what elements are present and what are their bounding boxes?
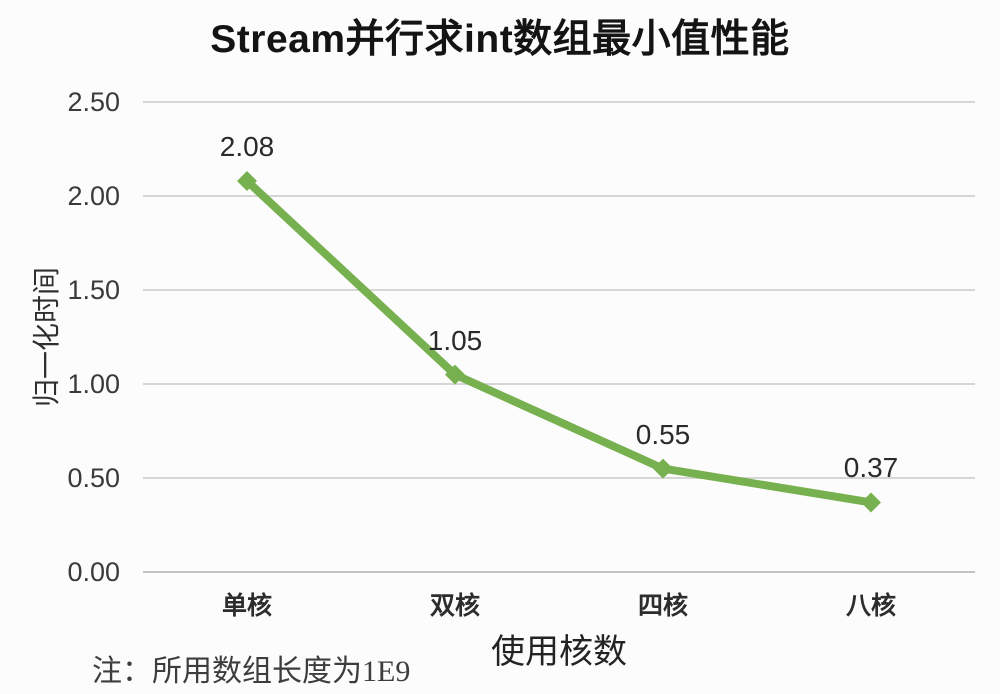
x-category-label: 八核: [845, 592, 896, 620]
data-point-label: 0.55: [635, 418, 691, 450]
series-line: [243, 176, 875, 507]
y-tick-label: 1.50: [67, 275, 120, 305]
footnote: 注：所用数组长度为1E9: [92, 655, 411, 688]
data-point-marker: [861, 492, 881, 513]
y-tick-label: 0.50: [67, 463, 120, 493]
y-tick-label: 2.00: [67, 181, 120, 211]
chart-title: Stream并行求int数组最小值性能: [210, 18, 790, 61]
x-axis-title: 使用核数: [491, 634, 627, 671]
data-point-marker: [653, 458, 673, 479]
data-point-marker: [237, 170, 257, 191]
x-category-label: 四核: [637, 592, 688, 620]
data-point-label: 1.05: [427, 324, 483, 356]
x-category-label: 双核: [429, 592, 480, 620]
data-point-label: 0.37: [843, 452, 899, 484]
x-category-label: 单核: [221, 592, 272, 620]
y-tick-label: 2.50: [67, 87, 120, 117]
y-tick-label: 0.00: [67, 557, 120, 587]
data-point-label: 2.08: [219, 130, 275, 162]
data-point-marker: [445, 364, 465, 385]
y-tick-label: 1.00: [67, 369, 120, 399]
